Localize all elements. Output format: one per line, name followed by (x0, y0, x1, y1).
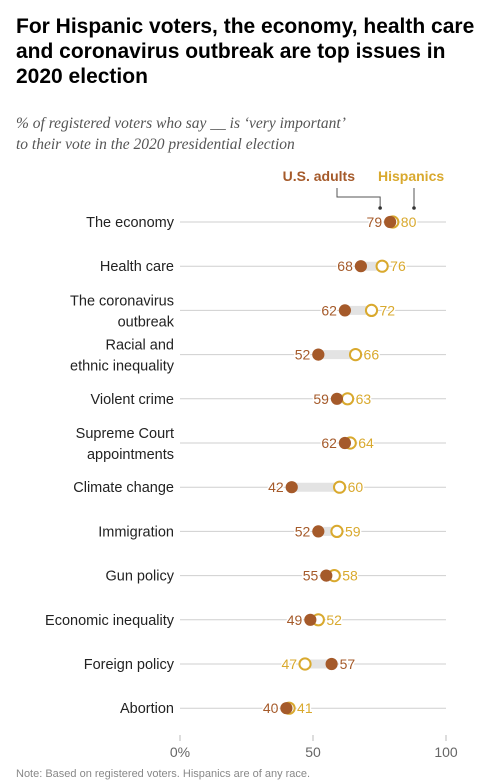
us-adults-dot (354, 260, 367, 273)
value-label-us-adults: 68 (337, 258, 353, 274)
legend-leader-dot-hispanics (412, 206, 416, 210)
us-adults-dot (325, 657, 338, 671)
value-label-hispanics: 60 (348, 479, 364, 495)
us-adults-dot (312, 348, 325, 361)
value-label-hispanics: 76 (390, 258, 406, 274)
us-adults-dot (280, 702, 293, 715)
subtitle-line-1: % of registered voters who say __ is ‘ve… (16, 115, 346, 132)
value-label-hispanics: 72 (380, 302, 396, 318)
hispanics-dot (333, 480, 347, 494)
us-adults-dot (338, 436, 352, 450)
category-label: Climate change (73, 480, 174, 496)
subtitle-line-2: to their vote in the 2020 presidential e… (16, 136, 295, 153)
category-label: Foreign policy (84, 657, 175, 673)
value-label-us-adults: 59 (313, 391, 329, 407)
us-adults-dot (312, 525, 325, 538)
legend-leader-us-adults (336, 188, 381, 207)
value-label-us-adults: 79 (367, 214, 383, 230)
chart-subtitle: % of registered voters who say __ is ‘ve… (16, 113, 486, 155)
category-label: Gun policy (105, 569, 174, 585)
value-label-us-adults: 55 (303, 568, 319, 584)
value-label-hispanics: 80 (401, 214, 417, 230)
us-adults-dot (384, 215, 397, 229)
us-adults-dot (338, 304, 352, 317)
legend-us-adults: U.S. adults (283, 168, 356, 184)
hispanics-dot (298, 657, 312, 671)
category-label: Health care (100, 259, 174, 275)
value-label-hispanics: 41 (297, 700, 313, 716)
x-tick-label: 0% (170, 744, 190, 760)
value-label-us-adults: 62 (321, 302, 337, 318)
value-label-us-adults: 57 (340, 656, 356, 672)
category-label: Immigration (98, 524, 174, 540)
legend-hispanics: Hispanics (378, 168, 444, 184)
category-label: The coronavirus outbreak (70, 293, 175, 330)
x-tick-label: 50 (305, 744, 321, 760)
hispanics-dot (364, 303, 379, 317)
value-label-us-adults: 40 (263, 700, 279, 716)
value-label-us-adults: 52 (295, 523, 311, 539)
value-label-hispanics: 63 (356, 391, 372, 407)
us-adults-dot (285, 481, 298, 494)
value-label-hispanics: 52 (326, 612, 342, 628)
value-label-us-adults: 49 (287, 612, 303, 628)
chart-title: For Hispanic voters, the economy, health… (16, 15, 475, 88)
value-label-us-adults: 62 (321, 435, 337, 451)
category-label: Economic inequality (45, 613, 175, 629)
footnote: Note: Based on registered voters. Hispan… (16, 768, 311, 780)
value-label-hispanics: 58 (342, 568, 358, 584)
value-label-us-adults: 42 (268, 479, 284, 495)
us-adults-dot (320, 569, 333, 582)
us-adults-dot (330, 392, 344, 405)
x-tick-label: 100 (434, 744, 458, 760)
value-label-us-adults: 52 (295, 347, 311, 363)
hispanics-dot (375, 259, 389, 273)
hispanics-dot (330, 524, 344, 539)
hispanics-dot (348, 348, 363, 362)
value-label-hispanics: 64 (358, 435, 374, 451)
category-label: Supreme Court appointments (76, 426, 174, 463)
category-label: Abortion (120, 701, 174, 717)
value-label-hispanics: 47 (281, 656, 297, 672)
hispanics-dot (340, 392, 355, 406)
category-label: Violent crime (90, 392, 174, 408)
category-label: The economy (86, 215, 175, 231)
legend-leader-dot-us-adults (378, 206, 382, 210)
category-label: Racial and ethnic inequality (70, 338, 175, 375)
value-label-hispanics: 59 (345, 523, 361, 539)
us-adults-dot (304, 613, 317, 626)
value-label-hispanics: 66 (364, 347, 380, 363)
